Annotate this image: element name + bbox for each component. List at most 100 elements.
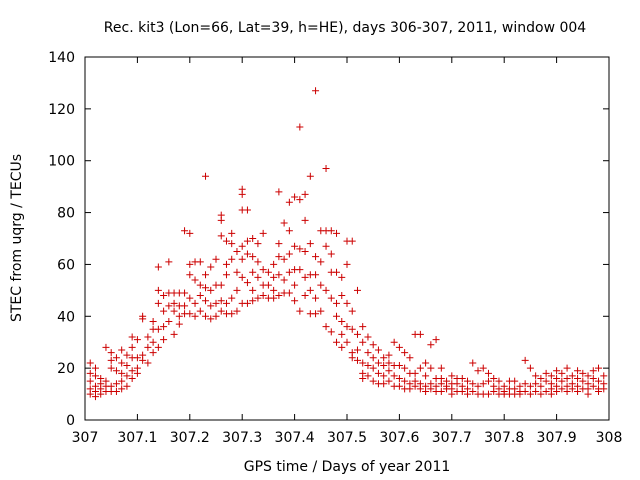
- y-tick-label: 120: [48, 102, 75, 118]
- data-point: [86, 390, 94, 398]
- data-point: [181, 289, 189, 297]
- data-point: [474, 367, 482, 375]
- data-point: [542, 377, 550, 385]
- data-point: [395, 362, 403, 370]
- data-point: [584, 390, 592, 398]
- data-point: [322, 323, 330, 331]
- data-point: [91, 393, 99, 401]
- data-point: [338, 273, 346, 281]
- data-point: [306, 240, 314, 248]
- data-point: [348, 354, 356, 362]
- data-point: [595, 364, 603, 372]
- data-point: [327, 227, 335, 235]
- y-tick-label: 0: [66, 413, 75, 429]
- data-point: [160, 292, 168, 300]
- data-point: [359, 375, 367, 383]
- data-point: [222, 299, 230, 307]
- data-point: [222, 237, 230, 245]
- data-point: [107, 349, 115, 357]
- plot-frame: [84, 56, 610, 421]
- data-point: [479, 380, 487, 388]
- data-point: [469, 380, 477, 388]
- data-point: [254, 258, 262, 266]
- data-point: [102, 343, 110, 351]
- data-point: [312, 253, 320, 261]
- data-point: [563, 387, 571, 395]
- data-point: [222, 271, 230, 279]
- data-point: [401, 377, 409, 385]
- data-point: [170, 330, 178, 338]
- data-point: [97, 390, 105, 398]
- data-point: [348, 325, 356, 333]
- data-point: [275, 271, 283, 279]
- data-point: [112, 354, 120, 362]
- data-point: [312, 87, 320, 95]
- data-point: [217, 232, 225, 240]
- data-point: [285, 289, 293, 297]
- data-point: [322, 242, 330, 250]
- data-point: [385, 351, 393, 359]
- data-point: [270, 286, 278, 294]
- data-point: [259, 229, 267, 237]
- data-point: [553, 387, 561, 395]
- data-point: [427, 385, 435, 393]
- data-point: [86, 359, 94, 367]
- data-point: [306, 286, 314, 294]
- data-point: [196, 292, 204, 300]
- data-point: [395, 375, 403, 383]
- data-point: [128, 367, 136, 375]
- data-point: [249, 286, 257, 294]
- data-point: [228, 255, 236, 263]
- data-point: [579, 377, 587, 385]
- data-point: [333, 312, 341, 320]
- data-point: [406, 354, 414, 362]
- data-point: [165, 302, 173, 310]
- data-point: [537, 382, 545, 390]
- y-tick-label: 40: [57, 309, 75, 325]
- data-point: [526, 382, 534, 390]
- data-point: [123, 372, 131, 380]
- data-point: [249, 297, 257, 305]
- data-point: [532, 372, 540, 380]
- data-point: [563, 364, 571, 372]
- data-point: [343, 338, 351, 346]
- data-point: [296, 196, 304, 204]
- data-point: [186, 260, 194, 268]
- data-point: [196, 307, 204, 315]
- data-point: [348, 307, 356, 315]
- data-point: [348, 237, 356, 245]
- data-point: [364, 333, 372, 341]
- data-point: [291, 281, 299, 289]
- data-point: [589, 382, 597, 390]
- data-point: [353, 356, 361, 364]
- data-point: [343, 299, 351, 307]
- data-point: [411, 369, 419, 377]
- data-point: [306, 172, 314, 180]
- data-point: [547, 372, 555, 380]
- data-point: [432, 336, 440, 344]
- data-point: [233, 268, 241, 276]
- data-point: [422, 359, 430, 367]
- data-point: [595, 387, 603, 395]
- x-tick-label: 307.5: [327, 430, 367, 446]
- data-point: [249, 268, 257, 276]
- data-point: [380, 372, 388, 380]
- data-point: [118, 359, 126, 367]
- data-point: [112, 367, 120, 375]
- data-point: [238, 273, 246, 281]
- data-point: [369, 341, 377, 349]
- data-point: [118, 385, 126, 393]
- data-point: [301, 247, 309, 255]
- data-point: [291, 242, 299, 250]
- data-point: [222, 260, 230, 268]
- y-axis: 0 20 40 60 80 100 120 140: [48, 50, 609, 429]
- data-point: [112, 380, 120, 388]
- data-point: [595, 377, 603, 385]
- data-point: [558, 369, 566, 377]
- data-point: [338, 343, 346, 351]
- data-point: [301, 190, 309, 198]
- data-point: [228, 229, 236, 237]
- data-point: [133, 369, 141, 377]
- data-point: [484, 377, 492, 385]
